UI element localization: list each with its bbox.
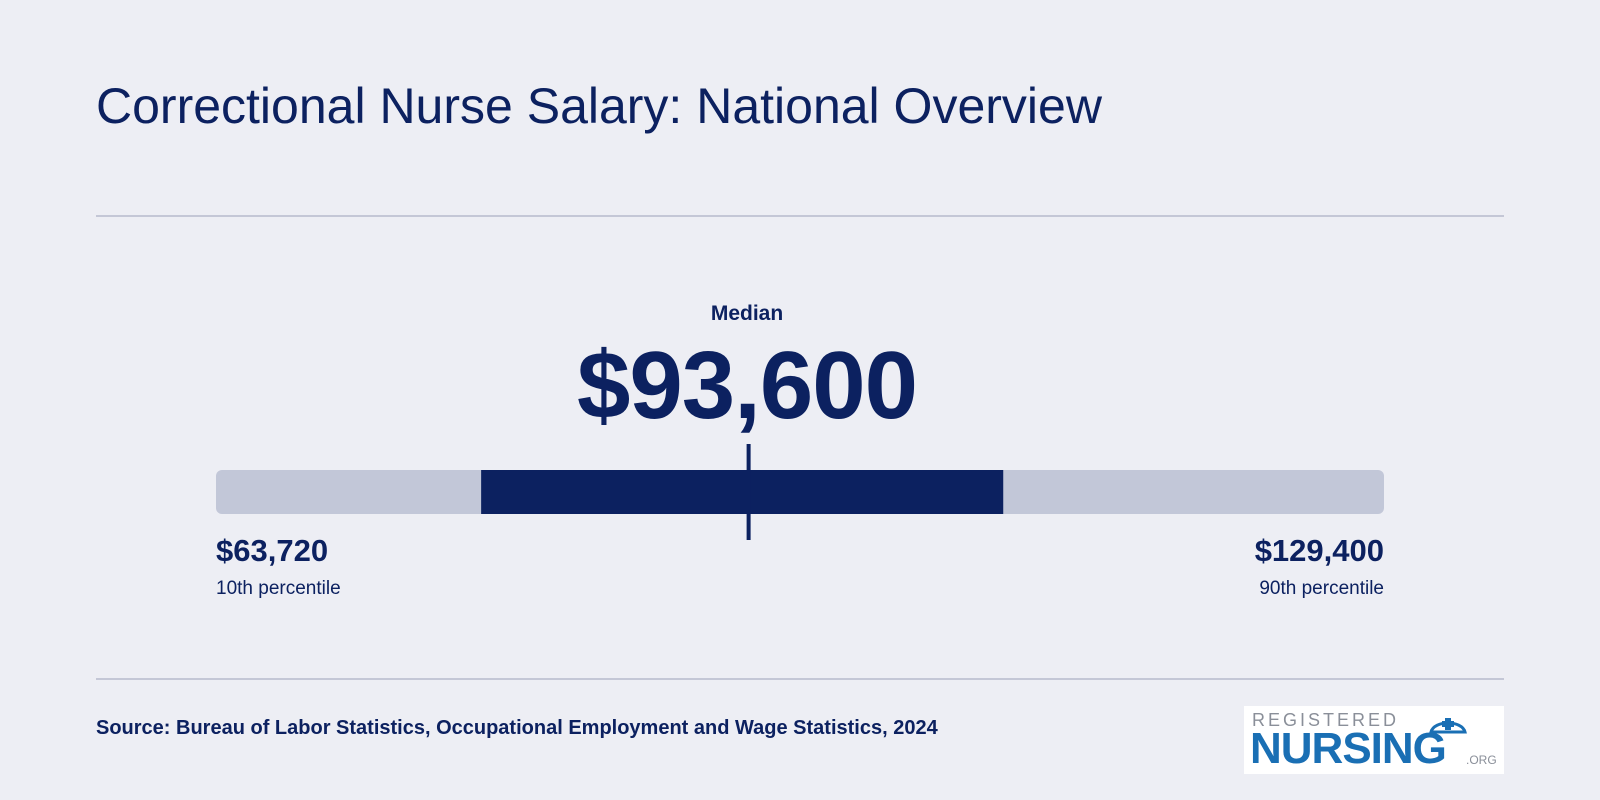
low-percentile-label: 10th percentile	[216, 578, 341, 599]
median-value: $93,600	[576, 332, 918, 439]
nurse-cap-icon	[1429, 718, 1467, 734]
interquartile-bar	[481, 470, 1004, 514]
logo-suffix-text: .ORG	[1466, 753, 1497, 767]
range-track	[216, 470, 1384, 514]
high-percentile-value: $129,400	[1254, 533, 1384, 568]
logo-top-text: REGISTERED	[1252, 710, 1400, 730]
registered-nursing-logo[interactable]: REGISTERED NURSING .ORG	[1244, 706, 1504, 774]
high-percentile-label: 90th percentile	[1259, 578, 1384, 599]
median-marker	[746, 444, 751, 540]
top-divider	[96, 215, 1504, 217]
page-title: Correctional Nurse Salary: National Over…	[96, 78, 1102, 134]
bottom-divider	[96, 678, 1504, 680]
low-percentile-value: $63,720	[216, 533, 329, 568]
logo-main-text: NURSING	[1250, 724, 1447, 773]
median-label: Median	[710, 302, 784, 325]
source-note: Source: Bureau of Labor Statistics, Occu…	[96, 717, 938, 739]
